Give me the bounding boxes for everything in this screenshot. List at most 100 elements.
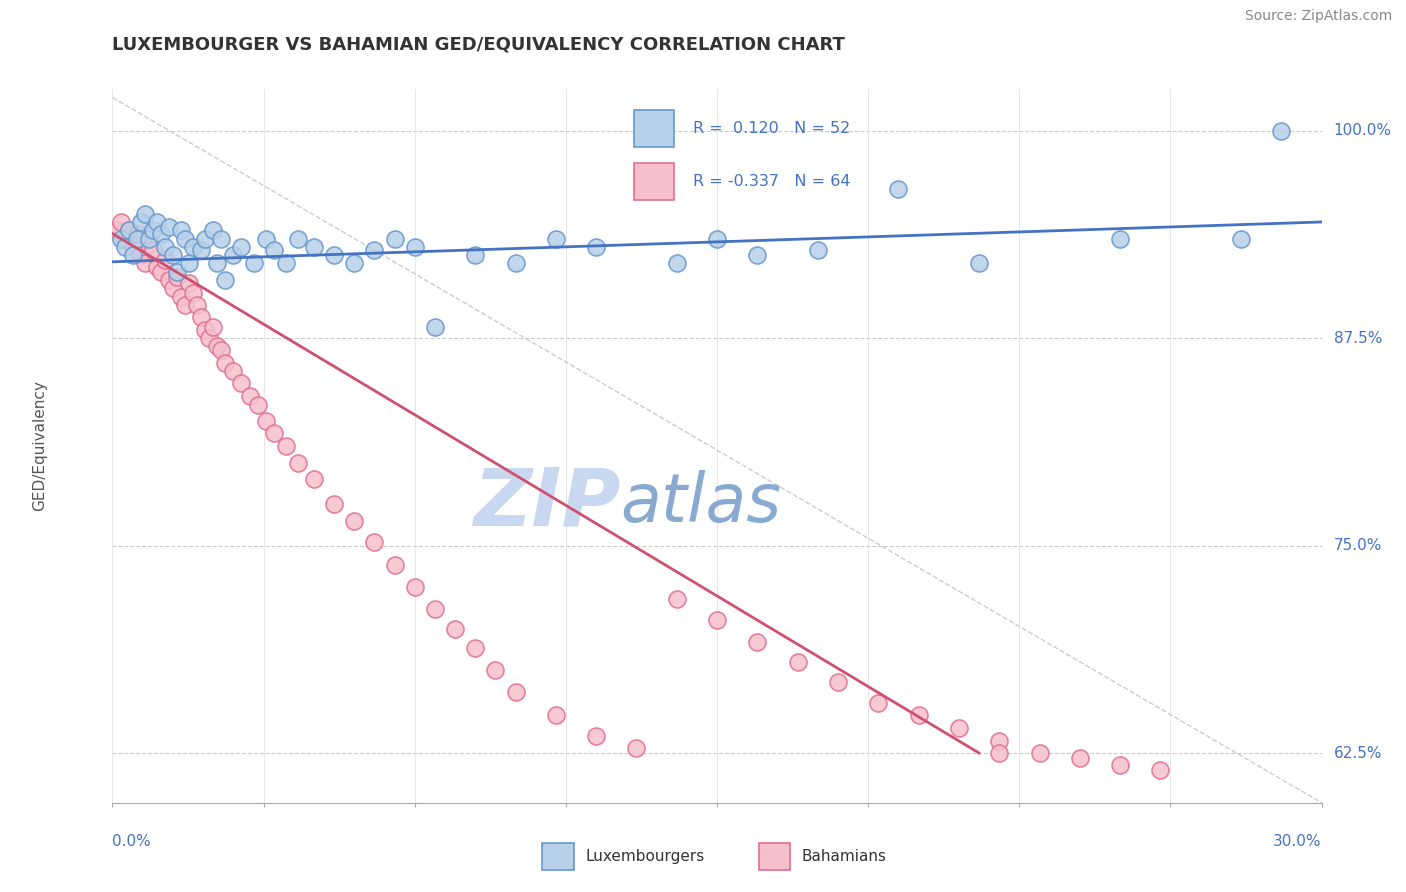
Point	[988, 746, 1011, 760]
Point	[384, 231, 406, 245]
Point	[222, 248, 245, 262]
Point	[134, 256, 156, 270]
Point	[747, 635, 769, 649]
Point	[142, 243, 165, 257]
Point	[194, 323, 217, 337]
Point	[170, 223, 193, 237]
Point	[214, 273, 236, 287]
Point	[207, 339, 229, 353]
Point	[464, 248, 486, 262]
Point	[343, 256, 366, 270]
Point	[665, 591, 688, 606]
Point	[626, 741, 648, 756]
Point	[214, 356, 236, 370]
Point	[202, 319, 225, 334]
Point	[153, 240, 176, 254]
Point	[114, 231, 136, 245]
Point	[242, 256, 264, 270]
Point	[423, 319, 446, 334]
Point	[254, 414, 277, 428]
Point	[384, 558, 406, 573]
Point	[121, 240, 143, 254]
Point	[125, 231, 148, 245]
Point	[404, 240, 426, 254]
Point	[149, 265, 172, 279]
Point	[238, 389, 260, 403]
Point	[287, 231, 309, 245]
Point	[129, 215, 152, 229]
Point	[190, 310, 212, 324]
Point	[209, 343, 232, 357]
Text: 87.5%: 87.5%	[1334, 331, 1382, 345]
Point	[149, 227, 172, 241]
Text: 0.0%: 0.0%	[112, 834, 152, 849]
Point	[134, 207, 156, 221]
Point	[1069, 751, 1091, 765]
Point	[263, 425, 285, 440]
Point	[166, 265, 188, 279]
Point	[110, 231, 132, 245]
Point	[207, 256, 229, 270]
Point	[231, 376, 253, 390]
Point	[174, 298, 197, 312]
Point	[967, 256, 990, 270]
Point	[544, 707, 567, 722]
Point	[166, 269, 188, 284]
Text: LUXEMBOURGER VS BAHAMIAN GED/EQUIVALENCY CORRELATION CHART: LUXEMBOURGER VS BAHAMIAN GED/EQUIVALENCY…	[112, 36, 845, 54]
Point	[117, 223, 139, 237]
Text: Luxembourgers: Luxembourgers	[585, 849, 704, 863]
Point	[1270, 124, 1292, 138]
Point	[170, 290, 193, 304]
Point	[706, 613, 728, 627]
Point	[263, 243, 285, 257]
Point	[177, 256, 200, 270]
Text: 62.5%: 62.5%	[1334, 746, 1382, 761]
Point	[105, 223, 128, 237]
Point	[146, 215, 169, 229]
Point	[194, 231, 217, 245]
Point	[209, 231, 232, 245]
Point	[302, 472, 325, 486]
Point	[505, 256, 527, 270]
Point	[323, 497, 346, 511]
Text: GED/Equivalency: GED/Equivalency	[32, 381, 48, 511]
Point	[827, 674, 849, 689]
Point	[323, 248, 346, 262]
Point	[138, 231, 160, 245]
Point	[162, 281, 184, 295]
Point	[585, 730, 607, 744]
Point	[505, 684, 527, 698]
Point	[343, 514, 366, 528]
Point	[868, 696, 890, 710]
Point	[786, 655, 808, 669]
Point	[198, 331, 221, 345]
Point	[665, 256, 688, 270]
Point	[274, 439, 297, 453]
Point	[186, 298, 208, 312]
Point	[146, 260, 169, 274]
Point	[125, 227, 148, 241]
Point	[117, 223, 139, 237]
Point	[1109, 231, 1132, 245]
Point	[887, 182, 910, 196]
Point	[121, 248, 143, 262]
Point	[747, 248, 769, 262]
Point	[202, 223, 225, 237]
Point	[1230, 231, 1253, 245]
Point	[114, 240, 136, 254]
Point	[706, 231, 728, 245]
Point	[363, 535, 385, 549]
Point	[274, 256, 297, 270]
Text: 100.0%: 100.0%	[1334, 123, 1392, 138]
Point	[174, 231, 197, 245]
FancyBboxPatch shape	[634, 110, 673, 147]
Point	[948, 721, 970, 735]
Point	[444, 622, 467, 636]
Point	[1149, 763, 1171, 777]
Point	[585, 240, 607, 254]
Text: R = -0.337   N = 64: R = -0.337 N = 64	[693, 174, 851, 189]
Point	[222, 364, 245, 378]
Point	[246, 397, 269, 411]
Point	[138, 236, 160, 251]
Point	[254, 231, 277, 245]
